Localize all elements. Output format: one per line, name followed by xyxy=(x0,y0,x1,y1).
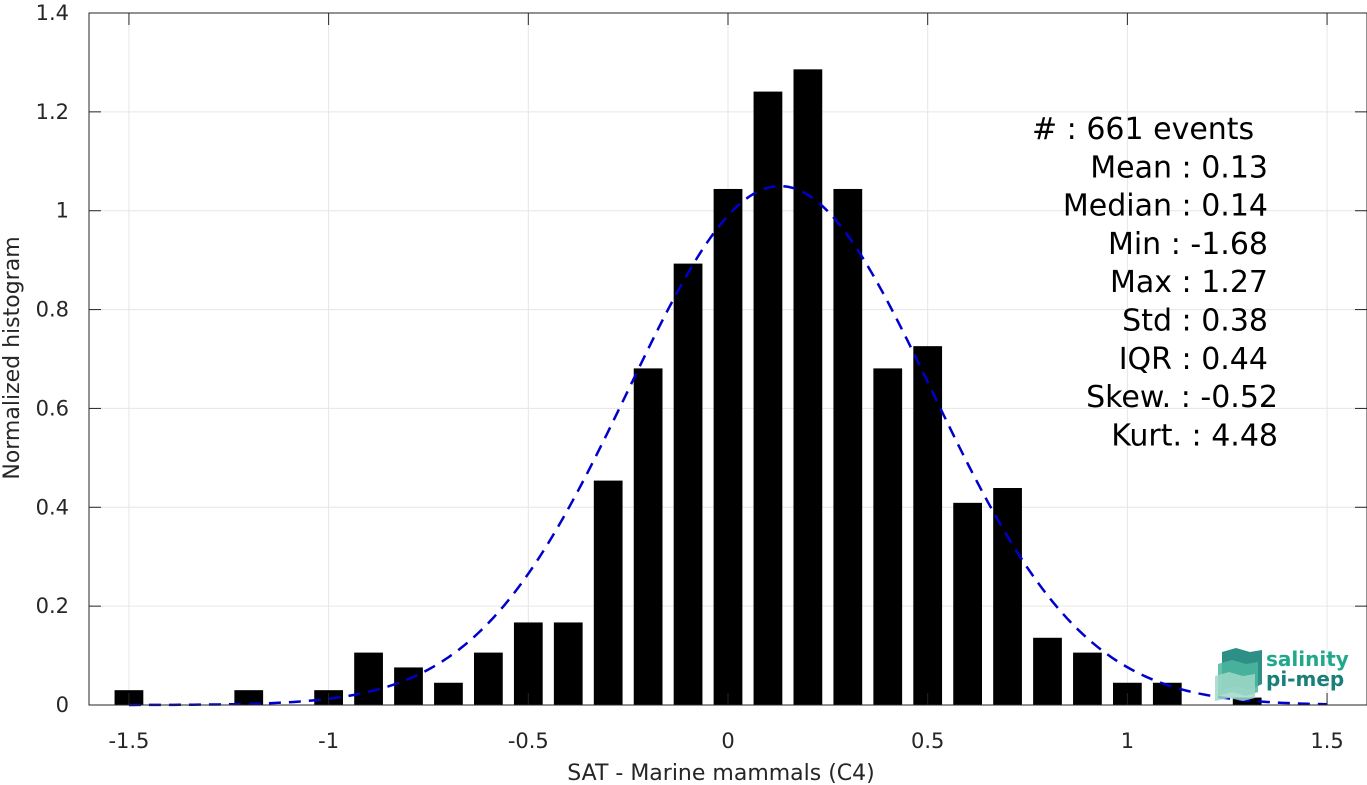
histogram-bar xyxy=(993,488,1022,705)
y-tick-label: 0 xyxy=(56,693,69,717)
x-tick-label: 1 xyxy=(1121,729,1134,753)
histogram-bar xyxy=(873,368,903,705)
x-tick-label: -1.5 xyxy=(108,729,149,753)
gaussian-fit-curve xyxy=(128,184,1328,707)
x-axis-title: SAT - Marine mammals (C4) xyxy=(567,761,875,785)
histogram-bar xyxy=(833,188,863,706)
stats-line: Kurt. : 4.48 xyxy=(1111,418,1278,453)
histogram-bar xyxy=(513,622,543,705)
y-axis-title: Normalized histogram xyxy=(0,236,25,479)
histogram-bar xyxy=(593,480,623,705)
y-tick-label: 1 xyxy=(56,199,69,223)
x-tick-label: 1.5 xyxy=(1310,729,1343,753)
histogram-bar xyxy=(793,69,823,705)
axes-frame xyxy=(88,12,1367,706)
stats-line: Max : 1.27 xyxy=(1110,265,1268,300)
histogram-bar xyxy=(913,346,943,705)
histogram-bar xyxy=(354,652,383,705)
x-tick-labels: -1.5 -1 -0.5 0 0.5 1 1.5 xyxy=(108,729,1343,753)
histogram-bar xyxy=(953,502,983,705)
bars-layer xyxy=(114,69,1262,706)
gaussian-fit-layer xyxy=(128,184,1328,707)
stats-line: Median : 0.14 xyxy=(1063,189,1268,224)
logo-text-pi-mep: pi-mep xyxy=(1266,667,1344,691)
salinity-pi-mep-logo: salinity pi-mep xyxy=(1215,647,1349,701)
histogram-bar xyxy=(713,188,743,706)
histogram-bar xyxy=(1152,682,1182,705)
stats-line: Std : 0.38 xyxy=(1122,304,1268,339)
x-tick-label: 0.5 xyxy=(911,729,944,753)
histogram-bar xyxy=(434,682,463,705)
y-tick-label: 0.6 xyxy=(36,396,69,420)
histogram-bar xyxy=(234,690,264,705)
histogram-bar xyxy=(753,91,783,705)
y-tick-label: 1.2 xyxy=(36,100,69,124)
histogram-bar xyxy=(1033,637,1062,705)
stats-line: Min : -1.68 xyxy=(1108,227,1268,262)
logo-waves-icon xyxy=(1215,648,1262,701)
x-tick-label: -0.5 xyxy=(508,729,549,753)
y-tick-labels: 0 0.2 0.4 0.6 0.8 1 1.2 1.4 xyxy=(36,1,69,717)
stats-line: # : 661 events xyxy=(1032,112,1254,147)
histogram-bar xyxy=(1073,652,1102,705)
y-tick-label: 1.4 xyxy=(36,1,69,25)
y-tick-label: 0.4 xyxy=(36,495,69,519)
histogram-bar xyxy=(673,263,703,705)
histogram-bar xyxy=(553,622,583,705)
histogram-bar xyxy=(473,652,503,705)
x-tick-label: -1 xyxy=(318,729,339,753)
histogram-bar xyxy=(394,667,423,705)
histogram-bar xyxy=(633,368,663,705)
stats-line: Mean : 0.13 xyxy=(1090,150,1268,185)
logo-text-salinity: salinity xyxy=(1266,647,1349,671)
y-tick-label: 0.2 xyxy=(36,594,69,618)
y-tick-label: 0.8 xyxy=(36,298,69,322)
x-tick-label: 0 xyxy=(721,729,734,753)
stats-line: IQR : 0.44 xyxy=(1119,342,1268,377)
stats-line: Skew. : -0.52 xyxy=(1086,380,1278,415)
